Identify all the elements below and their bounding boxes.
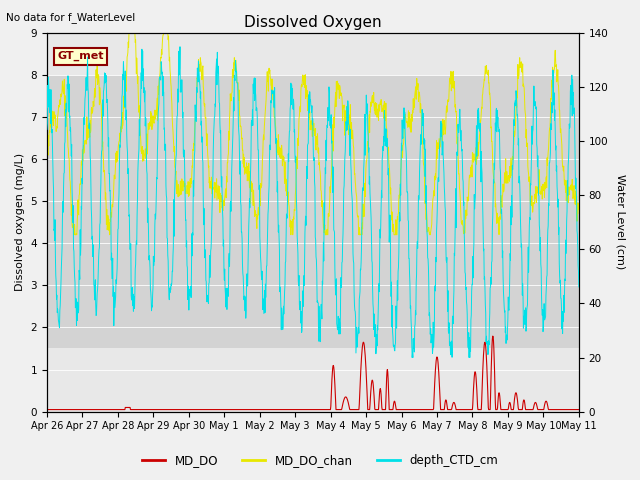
Text: No data for f_WaterLevel: No data for f_WaterLevel [6, 12, 136, 23]
Text: GT_met: GT_met [58, 51, 104, 61]
Y-axis label: Dissolved oxygen (mg/L): Dissolved oxygen (mg/L) [15, 153, 25, 291]
Y-axis label: Water Level (cm): Water Level (cm) [615, 175, 625, 270]
Legend: MD_DO, MD_DO_chan, depth_CTD_cm: MD_DO, MD_DO_chan, depth_CTD_cm [137, 449, 503, 472]
Title: Dissolved Oxygen: Dissolved Oxygen [244, 15, 381, 30]
Bar [47, 75, 579, 348]
